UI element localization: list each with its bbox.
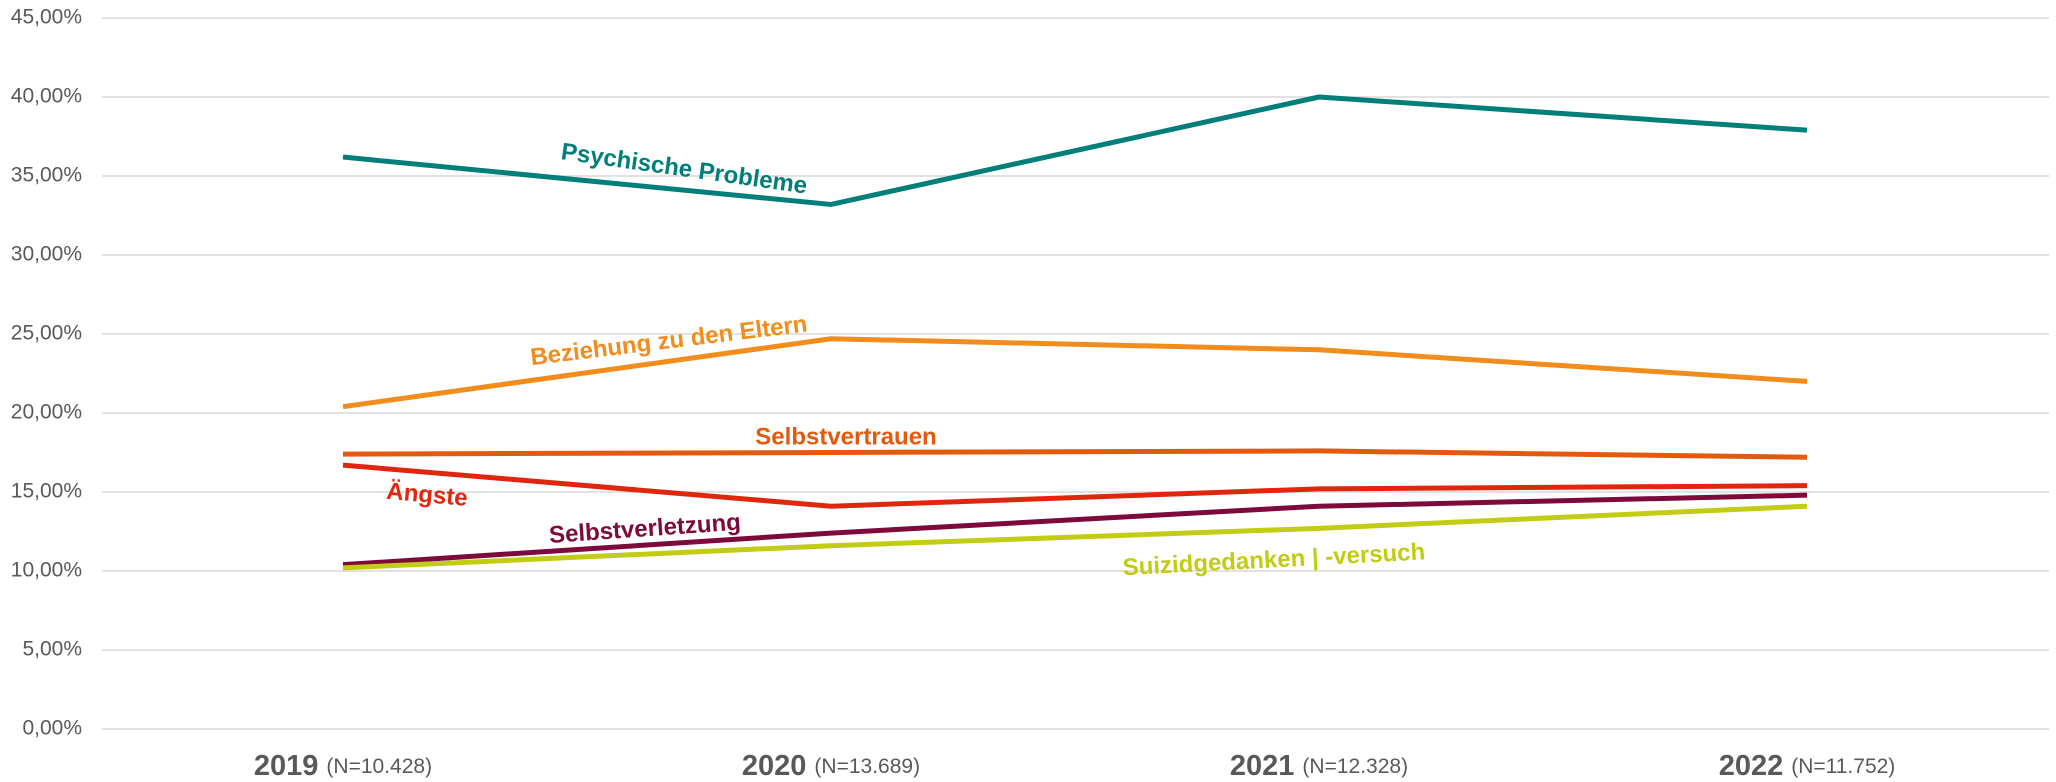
category-year: 2020 bbox=[742, 750, 807, 782]
y-tick-label: 40,00% bbox=[11, 85, 82, 108]
y-tick-label: 5,00% bbox=[22, 638, 82, 661]
y-tick-label: 35,00% bbox=[11, 164, 82, 187]
series-line bbox=[342, 503, 1808, 571]
series-line bbox=[342, 462, 1808, 509]
x-tick-label: 2021 (N=12.328) bbox=[1230, 750, 1408, 782]
category-year: 2019 bbox=[254, 750, 319, 782]
y-tick-label: 15,00% bbox=[11, 480, 82, 503]
category-sample-size: (N=12.328) bbox=[1302, 755, 1408, 778]
series-line bbox=[342, 448, 1808, 460]
category-year: 2021 bbox=[1230, 750, 1295, 782]
series-label: Selbstvertrauen bbox=[755, 423, 936, 450]
y-tick-label: 10,00% bbox=[11, 559, 82, 582]
x-tick-label: 2022 (N=11.752) bbox=[1719, 750, 1896, 782]
y-tick-label: 0,00% bbox=[22, 717, 82, 740]
category-sample-size: (N=11.752) bbox=[1791, 755, 1895, 778]
x-tick-label: 2020 (N=13.689) bbox=[742, 750, 920, 782]
series-label: Suizidgedanken | -versuch bbox=[1122, 538, 1426, 581]
y-tick-label: 45,00% bbox=[11, 6, 82, 29]
y-tick-label: 25,00% bbox=[11, 322, 82, 345]
category-sample-size: (N=13.689) bbox=[814, 755, 920, 778]
y-tick-label: 30,00% bbox=[11, 243, 82, 266]
x-tick-label: 2019 (N=10.428) bbox=[254, 750, 432, 782]
category-year: 2022 bbox=[1719, 750, 1784, 782]
series-line bbox=[342, 94, 1808, 207]
y-tick-label: 20,00% bbox=[11, 401, 82, 424]
series-line bbox=[342, 492, 1808, 568]
series-label: Ängste bbox=[385, 478, 468, 512]
category-sample-size: (N=10.428) bbox=[326, 755, 432, 778]
series-line bbox=[342, 336, 1808, 410]
